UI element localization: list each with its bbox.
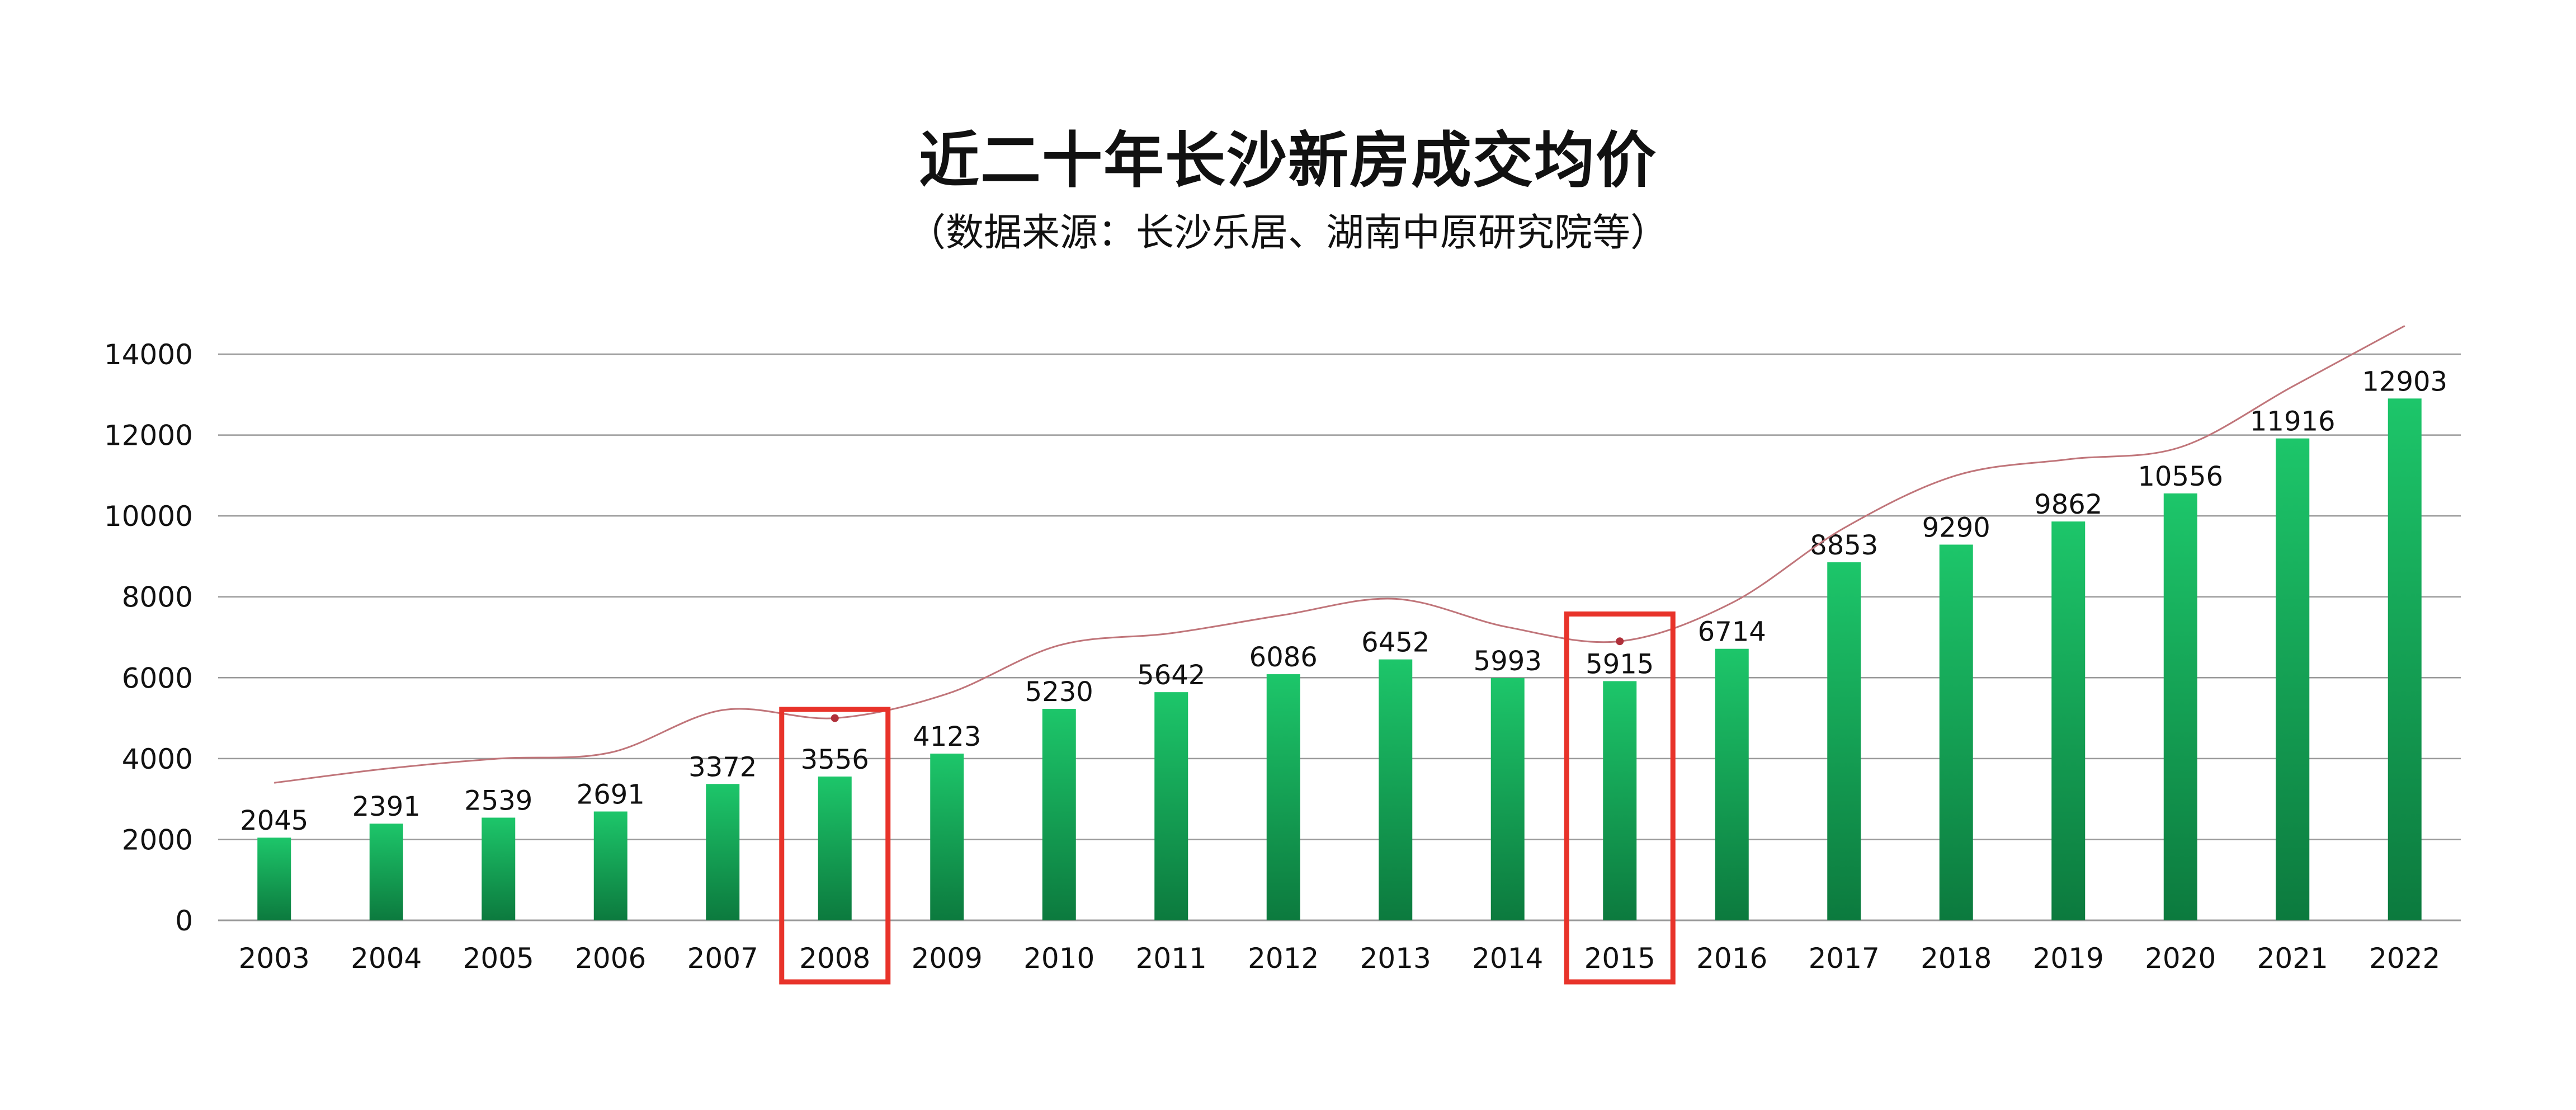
data-labels: 2045 2391 2539 2691 3372 3556 4123 5230 5642 6086…: [240, 366, 2447, 836]
data-label: 4123: [913, 721, 981, 752]
bar: [1379, 659, 1413, 920]
bar: [1042, 708, 1076, 920]
highlight-box: [779, 707, 891, 985]
bar: [2051, 521, 2086, 920]
x-tick-label: 2019: [2033, 942, 2104, 975]
y-tick-label: 14000: [104, 338, 193, 371]
data-label: 5642: [1137, 660, 1205, 691]
y-tick-label: 8000: [122, 581, 193, 614]
bar: [1715, 648, 1749, 920]
trend-line: [274, 325, 2405, 784]
x-axis: 2003 2004 2005 2006 2007 2008 2009 2010 2011 2012…: [239, 942, 2441, 975]
x-tick-label: 2009: [912, 942, 983, 975]
data-label: 5915: [1586, 648, 1654, 680]
x-tick-label: 2018: [1921, 942, 1992, 975]
y-tick-label: 12000: [104, 420, 193, 452]
y-tick-label: 4000: [122, 743, 193, 775]
x-tick-label: 2017: [1809, 942, 1880, 975]
x-tick-label: 2008: [799, 942, 870, 975]
data-label: 6452: [1361, 627, 1429, 659]
highlight-box: [1564, 611, 1676, 985]
data-label: 9290: [1922, 512, 1990, 543]
x-tick-label: 2016: [1696, 942, 1767, 975]
data-label: 6086: [1249, 642, 1318, 673]
bar: [593, 811, 628, 920]
x-tick-label: 2015: [1584, 942, 1655, 975]
x-tick-label: 2004: [351, 942, 422, 975]
data-label: 5993: [1474, 646, 1542, 677]
data-label: 2691: [577, 779, 645, 810]
trend-line-path: [274, 325, 2405, 784]
data-label: 8853: [1810, 530, 1878, 561]
y-tick-label: 10000: [104, 500, 193, 533]
x-tick-label: 2005: [463, 942, 534, 975]
data-label: 2391: [352, 791, 421, 822]
bar: [818, 776, 852, 920]
bars: [257, 398, 2422, 920]
y-tick-label: 6000: [122, 662, 193, 694]
chart-subtitle: （数据来源：长沙乐居、湖南中原研究院等）: [907, 211, 1668, 255]
x-tick-label: 2003: [239, 942, 310, 975]
bar: [1939, 544, 1973, 920]
x-tick-label: 2021: [2257, 942, 2328, 975]
trend-marker: [831, 714, 839, 722]
data-label: 2045: [240, 805, 308, 836]
grid-lines: [218, 353, 2461, 921]
bar: [2163, 493, 2197, 920]
data-label: 5230: [1025, 676, 1093, 708]
data-label: 6714: [1698, 617, 1766, 648]
data-label: 12903: [2362, 366, 2447, 397]
x-tick-label: 2022: [2369, 942, 2440, 975]
bar: [1490, 678, 1525, 920]
bar: [1154, 692, 1188, 920]
bar: [369, 824, 403, 920]
bar: [482, 817, 516, 920]
x-tick-label: 2007: [687, 942, 758, 975]
x-tick-label: 2006: [575, 942, 646, 975]
x-tick-label: 2012: [1248, 942, 1319, 975]
bar: [2388, 398, 2422, 920]
x-tick-label: 2010: [1023, 942, 1094, 975]
y-tick-label: 2000: [122, 824, 193, 856]
chart-title: 近二十年长沙新房成交均价: [918, 126, 1657, 196]
bar: [2276, 438, 2310, 920]
bar: [1603, 681, 1637, 920]
bar: [1827, 562, 1861, 920]
bar: [257, 838, 291, 920]
x-tick-label: 2014: [1472, 942, 1543, 975]
bar: [930, 753, 964, 920]
data-label: 11916: [2250, 406, 2336, 438]
data-label: 3372: [688, 751, 757, 783]
y-tick-label: 0: [175, 905, 193, 937]
data-label: 9862: [2034, 489, 2102, 520]
data-label: 2539: [464, 785, 532, 816]
data-label: 3556: [801, 744, 869, 775]
trend-marker: [1616, 637, 1624, 646]
data-label: 10556: [2138, 461, 2223, 492]
x-tick-label: 2013: [1360, 942, 1431, 975]
bar: [706, 784, 740, 920]
y-axis: 0 2000 4000 6000 8000 10000 12000 14000: [104, 338, 193, 937]
x-tick-label: 2011: [1136, 942, 1207, 975]
x-tick-label: 2020: [2145, 942, 2216, 975]
highlight-boxes: [779, 611, 1676, 985]
bar: [1266, 674, 1300, 920]
